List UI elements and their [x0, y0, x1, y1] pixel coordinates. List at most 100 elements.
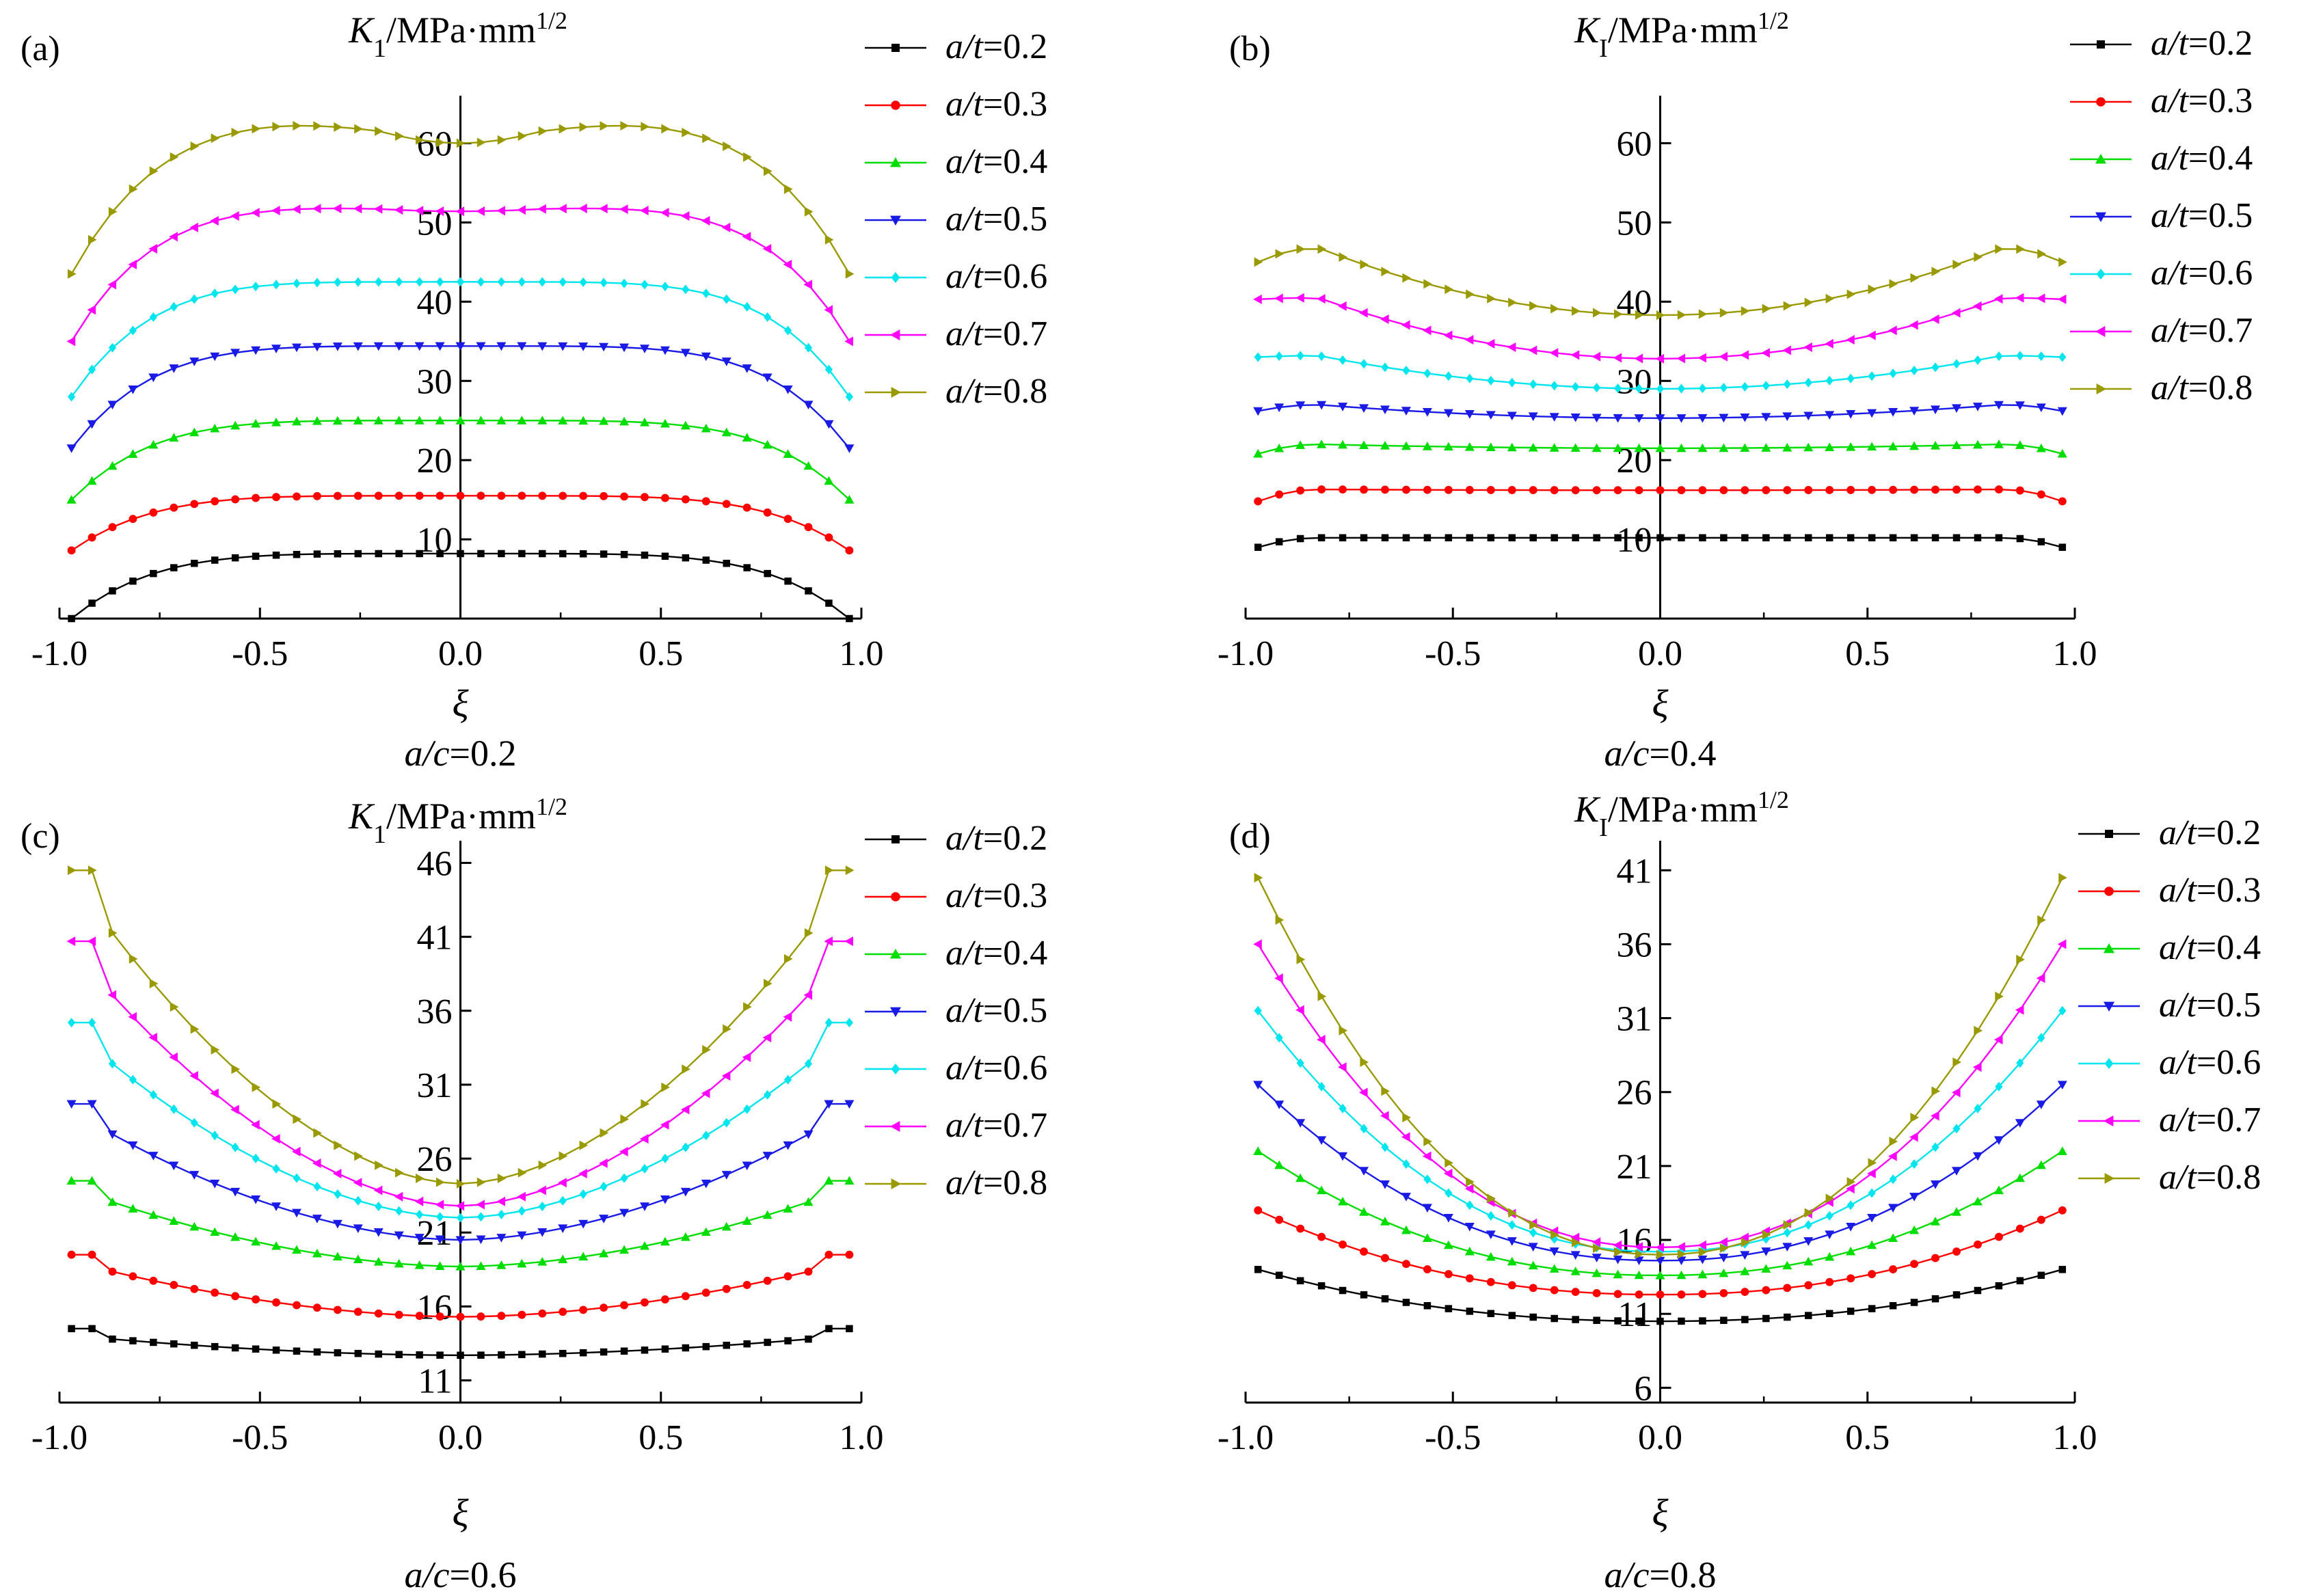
data-point: [334, 1189, 342, 1200]
y-tick-label: 30: [417, 362, 453, 401]
data-point: [1910, 485, 1919, 494]
x-tick-label: -1.0: [31, 1418, 88, 1457]
data-point: [1931, 1086, 1941, 1096]
data-point: [682, 1142, 690, 1152]
data-point: [620, 1347, 628, 1355]
data-point: [1613, 486, 1622, 495]
data-point: [1825, 338, 1833, 349]
data-point: [230, 1105, 239, 1115]
data-point: [1951, 404, 1961, 413]
x-tick-label: 1.0: [839, 1418, 884, 1457]
y-tick-label: 16: [417, 1288, 453, 1327]
data-point: [1380, 314, 1389, 324]
data-point: [619, 204, 628, 215]
data-point: [1889, 485, 1898, 494]
data-point: [1360, 1057, 1369, 1067]
legend-label: a/t=0.3: [2159, 871, 2261, 910]
data-point: [435, 416, 445, 424]
data-point: [1804, 297, 1814, 308]
data-point: [354, 124, 363, 134]
data-point: [66, 1100, 77, 1109]
data-point: [1655, 443, 1665, 452]
data-point: [538, 126, 548, 136]
data-point: [1699, 1317, 1706, 1325]
data-point: [660, 1236, 670, 1246]
data-point: [435, 491, 444, 500]
data-point: [272, 493, 280, 502]
data-point: [252, 1153, 260, 1163]
data-point: [804, 1059, 813, 1069]
series-a-t-0.4: [1253, 439, 2067, 458]
data-point: [497, 277, 505, 287]
data-point: [518, 1351, 526, 1358]
data-point: [844, 1100, 855, 1109]
legend-label: a/t=0.8: [2159, 1158, 2261, 1197]
data-point: [1443, 409, 1453, 418]
data-point: [190, 141, 200, 151]
data-point: [272, 1347, 280, 1354]
data-point: [1931, 485, 1939, 494]
data-point: [1741, 486, 1749, 495]
series-a-t-0.4: [66, 416, 855, 504]
series-a-t-0.5: [66, 1100, 855, 1245]
data-point: [148, 1210, 159, 1219]
data-point: [395, 1351, 403, 1358]
data-point: [496, 1234, 507, 1243]
data-point: [1570, 350, 1580, 360]
data-point: [497, 135, 507, 145]
data-point: [1570, 1232, 1580, 1243]
data-point: [2037, 1215, 2045, 1224]
data-point: [1952, 1247, 1961, 1256]
data-point: [1593, 534, 1600, 542]
data-point: [1846, 1222, 1856, 1232]
data-point: [1464, 1246, 1475, 1256]
data-point: [1445, 371, 1453, 381]
data-point: [803, 461, 814, 470]
series-a-t-0.7: [66, 936, 854, 1211]
data-point: [1952, 359, 1961, 369]
data-point: [211, 497, 219, 506]
data-point: [1656, 1317, 1664, 1325]
series-a-t-0.7: [1253, 293, 2067, 364]
data-point: [1804, 1312, 1812, 1319]
data-point: [68, 614, 75, 623]
data-point: [395, 1167, 404, 1178]
data-point: [2036, 293, 2045, 303]
data-point: [600, 278, 608, 288]
data-point: [271, 417, 282, 427]
data-point: [332, 342, 342, 351]
data-point: [1972, 1152, 1983, 1161]
data-point: [312, 1215, 322, 1223]
data-point: [762, 373, 773, 383]
data-point: [824, 1018, 833, 1028]
data-point: [333, 1306, 342, 1314]
data-point: [373, 416, 384, 424]
series-a-t-0.8: [67, 865, 855, 1189]
data-point: [1401, 1193, 1411, 1202]
data-point: [1803, 1256, 1814, 1266]
data-point: [538, 1201, 546, 1211]
data-point: [1274, 1100, 1285, 1109]
data-point: [251, 1120, 260, 1130]
legend-label: a/t=0.8: [945, 1163, 1047, 1202]
data-point: [476, 277, 485, 287]
data-point: [721, 427, 731, 437]
data-point: [578, 203, 587, 213]
data-point: [312, 204, 321, 214]
series-a-t-0.3: [1254, 485, 2067, 506]
data-point: [762, 243, 772, 254]
data-point: [129, 184, 138, 194]
data-point: [1762, 534, 1770, 542]
data-point: [1634, 443, 1644, 452]
data-point: [1423, 1136, 1432, 1146]
data-point: [1719, 1268, 1729, 1277]
data-point: [1295, 440, 1306, 449]
data-point: [660, 418, 670, 428]
data-point: [579, 277, 587, 287]
data-point: [558, 416, 568, 424]
legend-label: a/t=0.3: [2151, 81, 2253, 120]
data-point: [129, 325, 137, 336]
data-point: [1593, 1243, 1602, 1254]
data-point: [1719, 1243, 1729, 1254]
data-point: [702, 556, 710, 564]
